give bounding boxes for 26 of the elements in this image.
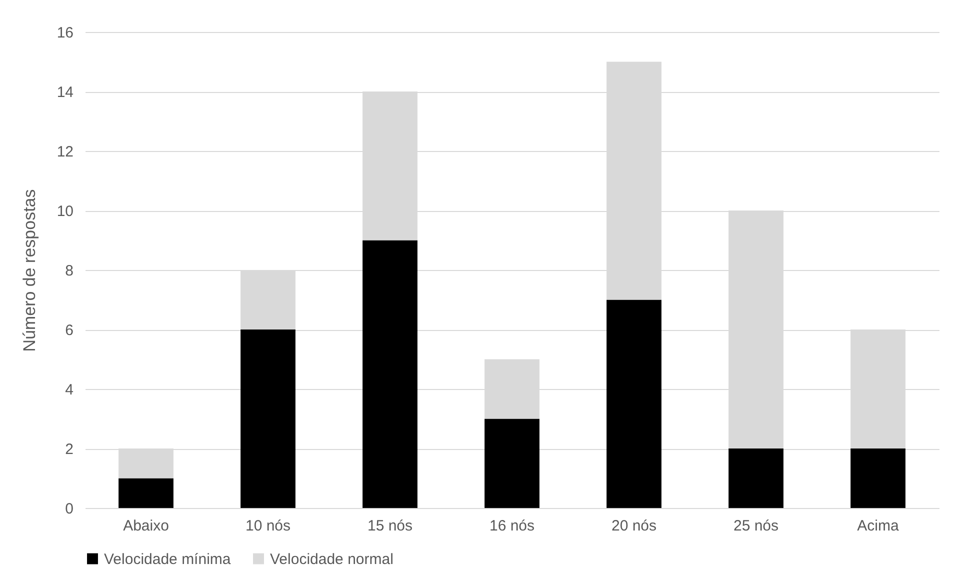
x-tick-label: 15 nós	[367, 518, 413, 534]
y-tick-label: 2	[65, 441, 74, 458]
x-tick-label: Abaixo	[123, 518, 169, 534]
bar	[484, 418, 540, 508]
bar	[606, 300, 662, 508]
y-axis-title: Número de respostas	[20, 189, 39, 352]
y-tick-label: 10	[56, 203, 74, 220]
bar	[362, 240, 418, 508]
x-tick-label: Acima	[857, 518, 900, 534]
bar	[240, 330, 296, 508]
y-tick-label: 8	[65, 262, 74, 280]
bar	[118, 478, 174, 508]
legend-label: Velocidade normal	[270, 550, 394, 568]
y-tick-label: 14	[56, 84, 74, 101]
y-tick-label: 6	[65, 322, 74, 339]
x-tick-label: 20 nós	[611, 518, 657, 534]
bar	[728, 448, 784, 508]
x-tick-label: 16 nós	[489, 518, 535, 534]
bar	[850, 448, 906, 508]
x-tick-label: 10 nós	[245, 518, 291, 534]
y-tick-label: 4	[65, 382, 74, 398]
y-tick-label: 12	[56, 144, 74, 160]
x-tick-label: 25 nós	[733, 518, 779, 534]
legend-label: Velocidade mínima	[104, 550, 232, 568]
y-tick-label: 0	[65, 500, 74, 518]
y-tick-label: 16	[56, 24, 74, 42]
